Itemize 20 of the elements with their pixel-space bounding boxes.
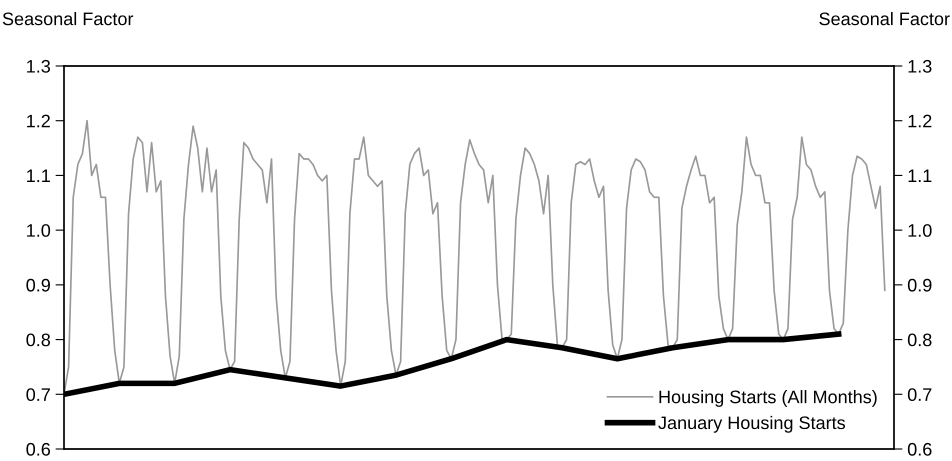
y2-tick-label: 0.9: [908, 278, 932, 292]
y2-tick-label: 0.6: [908, 442, 932, 456]
y-axis-title: Seasonal Factor: [2, 12, 134, 26]
y-tick-label: 0.8: [26, 334, 50, 346]
y2-tick-label: 1.3: [908, 60, 932, 73]
y2-tick-label: 0.7: [908, 388, 932, 402]
y2-tick-label: 1.2: [908, 114, 932, 128]
y-tick-label: 1.1: [27, 170, 50, 182]
y-tick-label: 1.2: [27, 114, 50, 128]
y2-axis-title: Seasonal Factor: [819, 12, 950, 26]
legend-label: January Housing Starts: [658, 416, 846, 433]
y2-tick-label: 1.1: [908, 170, 932, 182]
y-tick-label: 0.7: [26, 388, 50, 402]
y2-tick-label: 0.8: [908, 334, 932, 346]
y-tick-label: 0.6: [26, 442, 50, 456]
y-tick-label: 0.9: [26, 278, 50, 292]
legend-label: Housing Starts (All Months): [659, 390, 877, 407]
y-tick-label: 1.0: [27, 224, 50, 237]
y2-tick-label: 1.0: [908, 224, 932, 237]
y-tick-label: 1.3: [27, 60, 50, 73]
